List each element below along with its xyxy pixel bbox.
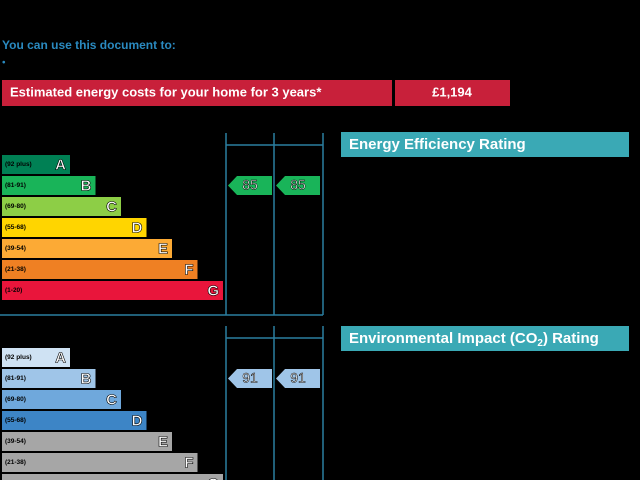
band-range: (69-80): [5, 396, 26, 403]
ei-title-part: ) Rating: [543, 330, 599, 347]
band-range: (21-38): [5, 266, 26, 273]
band-letter: D: [132, 219, 143, 236]
band-letter: E: [158, 240, 168, 257]
band-range: (69-80): [5, 203, 26, 210]
rating-value: 85: [242, 177, 258, 193]
band-range: (1-20): [5, 287, 22, 294]
band-letter: F: [184, 454, 193, 471]
rating-band: [2, 281, 223, 300]
ee-title: Energy Efficiency Rating: [349, 136, 526, 153]
band-letter: C: [106, 198, 117, 215]
band-range: (39-54): [5, 438, 26, 445]
rating-band: [2, 369, 96, 388]
costs-value: £1,194: [432, 84, 473, 99]
rating-band: [2, 155, 70, 174]
ei-title-sub: 2: [537, 338, 543, 349]
rating-band: [2, 411, 147, 430]
band-range: (92 plus): [5, 354, 32, 361]
intro-bullet: •: [2, 58, 6, 69]
costs-label: Estimated energy costs for your home for…: [10, 84, 322, 99]
band-range: (55-68): [5, 224, 26, 231]
rating-value: 91: [242, 370, 258, 386]
band-letter: A: [55, 349, 66, 366]
band-letter: E: [158, 433, 168, 450]
band-letter: B: [81, 370, 92, 387]
band-range: (81-91): [5, 375, 26, 382]
band-range: (92 plus): [5, 161, 32, 168]
band-range: (55-68): [5, 417, 26, 424]
rating-band: [2, 260, 198, 279]
rating-band: [2, 176, 96, 195]
band-range: (81-91): [5, 182, 26, 189]
band-letter: F: [184, 261, 193, 278]
rating-arrow: [276, 369, 320, 388]
rating-band: [2, 453, 198, 472]
ei-title-box: [341, 326, 629, 351]
rating-arrow: [276, 176, 320, 195]
ei-title: Environmental Impact (CO2) Rating: [349, 330, 599, 349]
rating-band: [2, 197, 121, 216]
rating-band: [2, 432, 172, 451]
costs-label-box: [2, 80, 392, 106]
band-letter: B: [81, 177, 92, 194]
rating-value: 91: [290, 370, 306, 386]
costs-value-box: [395, 80, 510, 106]
ee-title-box: [341, 132, 629, 157]
band-letter: G: [207, 475, 219, 480]
rating-band: [2, 348, 70, 367]
band-letter: C: [106, 391, 117, 408]
ei-title-part: Environmental Impact (CO: [349, 330, 538, 347]
band-letter: G: [207, 282, 219, 299]
band-range: (21-38): [5, 459, 26, 466]
intro-heading: You can use this document to:: [2, 38, 176, 52]
rating-arrow: [228, 369, 272, 388]
band-letter: A: [55, 156, 66, 173]
rating-value: 85: [290, 177, 306, 193]
rating-band: [2, 474, 223, 480]
rating-band: [2, 239, 172, 258]
band-letter: D: [132, 412, 143, 429]
rating-arrow: [228, 176, 272, 195]
rating-band: [2, 218, 147, 237]
band-range: (39-54): [5, 245, 26, 252]
rating-band: [2, 390, 121, 409]
